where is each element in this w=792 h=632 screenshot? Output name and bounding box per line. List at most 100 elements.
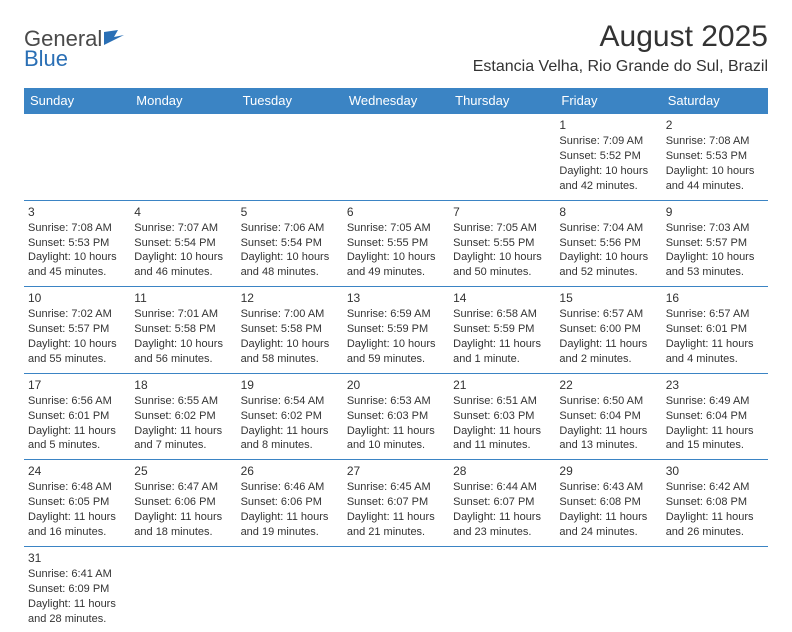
calendar-week-row: 3Sunrise: 7:08 AMSunset: 5:53 PMDaylight…: [24, 200, 768, 287]
sunset-text: Sunset: 6:09 PM: [28, 582, 126, 597]
calendar-day-cell: 12Sunrise: 7:00 AMSunset: 5:58 PMDayligh…: [237, 287, 343, 374]
sunrise-text: Sunrise: 6:59 AM: [347, 307, 445, 322]
daylight-text: Daylight: 10 hours and 59 minutes.: [347, 337, 445, 367]
daylight-text: Daylight: 10 hours and 50 minutes.: [453, 250, 551, 280]
calendar-day-cell: 24Sunrise: 6:48 AMSunset: 6:05 PMDayligh…: [24, 460, 130, 547]
calendar-day-cell: 11Sunrise: 7:01 AMSunset: 5:58 PMDayligh…: [130, 287, 236, 374]
sunrise-text: Sunrise: 7:06 AM: [241, 221, 339, 236]
sunrise-text: Sunrise: 7:07 AM: [134, 221, 232, 236]
calendar-day-cell: 3Sunrise: 7:08 AMSunset: 5:53 PMDaylight…: [24, 200, 130, 287]
day-number: 31: [28, 550, 126, 566]
calendar-day-cell: 19Sunrise: 6:54 AMSunset: 6:02 PMDayligh…: [237, 373, 343, 460]
day-number: 17: [28, 377, 126, 393]
calendar-week-row: 17Sunrise: 6:56 AMSunset: 6:01 PMDayligh…: [24, 373, 768, 460]
sunrise-text: Sunrise: 7:00 AM: [241, 307, 339, 322]
calendar-day-cell: 8Sunrise: 7:04 AMSunset: 5:56 PMDaylight…: [555, 200, 661, 287]
sunrise-text: Sunrise: 6:54 AM: [241, 394, 339, 409]
calendar-day-cell: 18Sunrise: 6:55 AMSunset: 6:02 PMDayligh…: [130, 373, 236, 460]
day-header: Thursday: [449, 88, 555, 114]
sunrise-text: Sunrise: 7:03 AM: [666, 221, 764, 236]
day-number: 11: [134, 290, 232, 306]
sunset-text: Sunset: 6:01 PM: [28, 409, 126, 424]
daylight-text: Daylight: 10 hours and 46 minutes.: [134, 250, 232, 280]
sunset-text: Sunset: 6:08 PM: [666, 495, 764, 510]
title-block: August 2025 Estancia Velha, Rio Grande d…: [473, 20, 768, 78]
day-number: 9: [666, 204, 764, 220]
sunrise-text: Sunrise: 6:45 AM: [347, 480, 445, 495]
calendar-day-cell: 5Sunrise: 7:06 AMSunset: 5:54 PMDaylight…: [237, 200, 343, 287]
sunrise-text: Sunrise: 6:44 AM: [453, 480, 551, 495]
daylight-text: Daylight: 10 hours and 45 minutes.: [28, 250, 126, 280]
daylight-text: Daylight: 11 hours and 5 minutes.: [28, 424, 126, 454]
day-header: Sunday: [24, 88, 130, 114]
calendar-empty-cell: [555, 546, 661, 632]
sunset-text: Sunset: 5:58 PM: [134, 322, 232, 337]
calendar-day-cell: 1Sunrise: 7:09 AMSunset: 5:52 PMDaylight…: [555, 114, 661, 201]
day-number: 27: [347, 463, 445, 479]
sunrise-text: Sunrise: 6:47 AM: [134, 480, 232, 495]
calendar-day-cell: 27Sunrise: 6:45 AMSunset: 6:07 PMDayligh…: [343, 460, 449, 547]
sunset-text: Sunset: 5:55 PM: [453, 236, 551, 251]
calendar-empty-cell: [449, 546, 555, 632]
sunset-text: Sunset: 6:08 PM: [559, 495, 657, 510]
calendar-table: SundayMondayTuesdayWednesdayThursdayFrid…: [24, 88, 768, 632]
sunrise-text: Sunrise: 7:05 AM: [453, 221, 551, 236]
calendar-day-cell: 13Sunrise: 6:59 AMSunset: 5:59 PMDayligh…: [343, 287, 449, 374]
day-number: 15: [559, 290, 657, 306]
sunset-text: Sunset: 5:54 PM: [134, 236, 232, 251]
daylight-text: Daylight: 11 hours and 19 minutes.: [241, 510, 339, 540]
day-number: 10: [28, 290, 126, 306]
daylight-text: Daylight: 10 hours and 56 minutes.: [134, 337, 232, 367]
sunset-text: Sunset: 6:07 PM: [347, 495, 445, 510]
calendar-day-cell: 10Sunrise: 7:02 AMSunset: 5:57 PMDayligh…: [24, 287, 130, 374]
sunrise-text: Sunrise: 6:57 AM: [559, 307, 657, 322]
calendar-day-cell: 20Sunrise: 6:53 AMSunset: 6:03 PMDayligh…: [343, 373, 449, 460]
sunset-text: Sunset: 6:05 PM: [28, 495, 126, 510]
day-number: 30: [666, 463, 764, 479]
sunrise-text: Sunrise: 6:49 AM: [666, 394, 764, 409]
day-number: 3: [28, 204, 126, 220]
day-number: 23: [666, 377, 764, 393]
day-number: 13: [347, 290, 445, 306]
day-number: 5: [241, 204, 339, 220]
daylight-text: Daylight: 10 hours and 48 minutes.: [241, 250, 339, 280]
sunrise-text: Sunrise: 7:05 AM: [347, 221, 445, 236]
calendar-empty-cell: [130, 114, 236, 201]
calendar-week-row: 10Sunrise: 7:02 AMSunset: 5:57 PMDayligh…: [24, 287, 768, 374]
daylight-text: Daylight: 10 hours and 53 minutes.: [666, 250, 764, 280]
calendar-day-cell: 30Sunrise: 6:42 AMSunset: 6:08 PMDayligh…: [662, 460, 768, 547]
calendar-empty-cell: [343, 546, 449, 632]
sunset-text: Sunset: 5:56 PM: [559, 236, 657, 251]
calendar-day-cell: 31Sunrise: 6:41 AMSunset: 6:09 PMDayligh…: [24, 546, 130, 632]
day-number: 21: [453, 377, 551, 393]
calendar-day-cell: 23Sunrise: 6:49 AMSunset: 6:04 PMDayligh…: [662, 373, 768, 460]
daylight-text: Daylight: 11 hours and 18 minutes.: [134, 510, 232, 540]
sunset-text: Sunset: 6:00 PM: [559, 322, 657, 337]
calendar-header-row: SundayMondayTuesdayWednesdayThursdayFrid…: [24, 88, 768, 114]
daylight-text: Daylight: 10 hours and 58 minutes.: [241, 337, 339, 367]
sunset-text: Sunset: 6:04 PM: [666, 409, 764, 424]
daylight-text: Daylight: 11 hours and 23 minutes.: [453, 510, 551, 540]
day-number: 12: [241, 290, 339, 306]
calendar-week-row: 31Sunrise: 6:41 AMSunset: 6:09 PMDayligh…: [24, 546, 768, 632]
sunrise-text: Sunrise: 6:41 AM: [28, 567, 126, 582]
day-header: Saturday: [662, 88, 768, 114]
daylight-text: Daylight: 10 hours and 52 minutes.: [559, 250, 657, 280]
calendar-day-cell: 17Sunrise: 6:56 AMSunset: 6:01 PMDayligh…: [24, 373, 130, 460]
sunset-text: Sunset: 6:03 PM: [347, 409, 445, 424]
calendar-day-cell: 25Sunrise: 6:47 AMSunset: 6:06 PMDayligh…: [130, 460, 236, 547]
sunrise-text: Sunrise: 6:50 AM: [559, 394, 657, 409]
daylight-text: Daylight: 11 hours and 2 minutes.: [559, 337, 657, 367]
calendar-day-cell: 29Sunrise: 6:43 AMSunset: 6:08 PMDayligh…: [555, 460, 661, 547]
sunset-text: Sunset: 5:57 PM: [666, 236, 764, 251]
day-number: 26: [241, 463, 339, 479]
sunset-text: Sunset: 6:03 PM: [453, 409, 551, 424]
day-number: 22: [559, 377, 657, 393]
daylight-text: Daylight: 10 hours and 42 minutes.: [559, 164, 657, 194]
day-number: 1: [559, 117, 657, 133]
daylight-text: Daylight: 11 hours and 7 minutes.: [134, 424, 232, 454]
sunset-text: Sunset: 5:54 PM: [241, 236, 339, 251]
sunset-text: Sunset: 6:06 PM: [241, 495, 339, 510]
sunset-text: Sunset: 6:01 PM: [666, 322, 764, 337]
sunrise-text: Sunrise: 7:08 AM: [666, 134, 764, 149]
